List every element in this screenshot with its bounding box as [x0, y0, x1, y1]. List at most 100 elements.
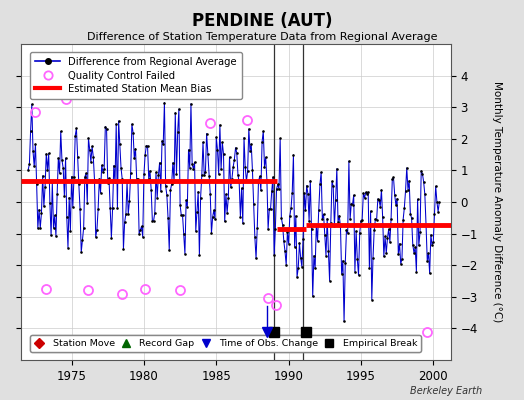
Point — [335, 212, 343, 219]
Point — [174, 106, 183, 112]
Point — [184, 146, 193, 153]
Point — [326, 220, 335, 226]
Point — [114, 118, 123, 124]
Point — [401, 188, 410, 194]
Point — [390, 192, 399, 198]
Point — [105, 175, 113, 182]
Point — [365, 264, 374, 271]
Point — [189, 165, 198, 172]
Point — [194, 188, 202, 195]
Point — [423, 257, 431, 264]
Point — [359, 190, 367, 196]
Point — [337, 271, 346, 277]
Point — [192, 228, 200, 234]
Point — [117, 165, 125, 171]
Point — [113, 205, 122, 211]
Point — [57, 128, 65, 135]
Point — [154, 172, 162, 178]
Point — [406, 210, 414, 217]
Point — [211, 216, 219, 222]
Point — [285, 240, 293, 247]
Point — [85, 146, 94, 153]
Point — [56, 170, 64, 176]
Point — [306, 178, 314, 184]
Point — [83, 200, 92, 206]
Point — [193, 208, 201, 215]
Point — [304, 190, 312, 197]
Point — [287, 205, 295, 211]
Point — [218, 139, 226, 146]
Point — [176, 202, 184, 208]
Point — [168, 181, 176, 187]
Point — [130, 155, 138, 162]
Point — [421, 191, 429, 198]
Point — [201, 168, 210, 175]
Point — [74, 181, 83, 188]
Point — [293, 274, 301, 280]
Point — [142, 142, 150, 149]
Point — [297, 254, 305, 261]
Point — [340, 318, 348, 325]
Point — [111, 179, 119, 186]
Point — [258, 138, 266, 145]
Point — [261, 154, 270, 160]
Point — [428, 242, 436, 248]
Point — [108, 205, 117, 212]
Point — [69, 204, 77, 210]
Point — [301, 206, 310, 213]
Point — [35, 206, 43, 213]
Point — [266, 206, 275, 212]
Point — [104, 180, 112, 186]
Point — [61, 155, 70, 161]
Point — [395, 240, 403, 247]
Point — [352, 228, 361, 234]
Point — [62, 214, 71, 220]
Point — [185, 164, 194, 171]
Point — [48, 179, 57, 186]
Point — [353, 256, 362, 262]
Point — [330, 223, 339, 229]
Y-axis label: Monthly Temperature Anomaly Difference (°C): Monthly Temperature Anomaly Difference (… — [492, 81, 501, 323]
Text: PENDINE (AUT): PENDINE (AUT) — [192, 12, 332, 30]
Point — [30, 163, 38, 170]
Point — [378, 214, 387, 221]
Point — [160, 99, 169, 106]
Point — [314, 206, 323, 213]
Point — [274, 181, 282, 188]
Point — [129, 129, 137, 136]
Point — [149, 218, 158, 224]
Point — [47, 232, 56, 239]
Point — [209, 214, 217, 220]
Point — [64, 244, 72, 251]
Point — [162, 192, 171, 198]
Point — [382, 250, 390, 256]
Point — [205, 172, 213, 179]
Point — [333, 166, 341, 172]
Point — [158, 138, 166, 144]
Point — [336, 223, 345, 230]
Point — [350, 192, 358, 198]
Point — [419, 179, 428, 185]
Point — [90, 177, 99, 183]
Point — [362, 189, 370, 196]
Point — [294, 265, 302, 271]
Point — [93, 227, 101, 233]
Point — [99, 169, 107, 175]
Point — [341, 260, 350, 266]
Point — [112, 121, 121, 127]
Point — [125, 198, 134, 204]
Point — [156, 160, 164, 166]
Point — [351, 268, 359, 275]
Point — [283, 229, 291, 235]
Point — [245, 126, 253, 132]
Point — [345, 158, 353, 164]
Point — [228, 176, 236, 182]
Point — [247, 141, 255, 147]
Point — [429, 238, 438, 245]
Point — [233, 150, 241, 156]
Point — [305, 218, 313, 224]
Point — [188, 161, 196, 168]
Point — [76, 206, 84, 212]
Point — [265, 205, 274, 212]
Point — [253, 224, 261, 231]
